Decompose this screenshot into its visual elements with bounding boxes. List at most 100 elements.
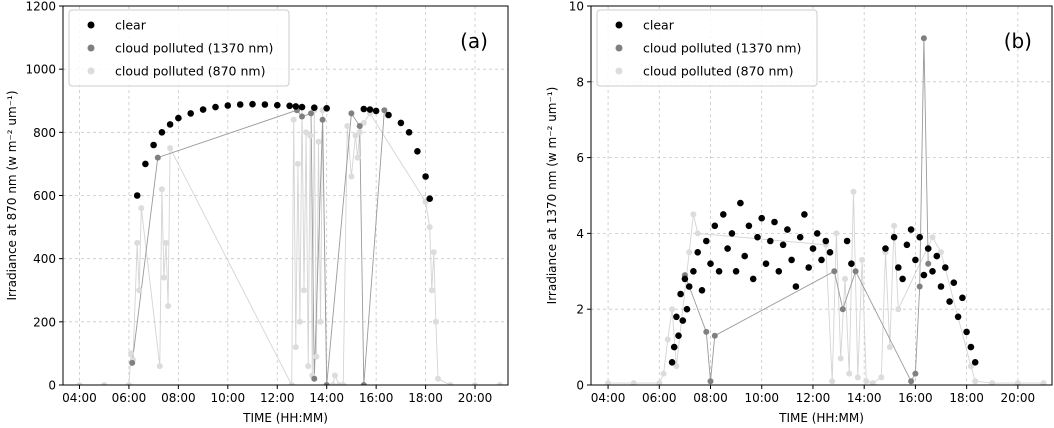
data-point: [323, 382, 330, 385]
x-tick-label: 16:00: [359, 391, 394, 405]
data-point: [356, 129, 363, 136]
data-point: [212, 103, 219, 111]
series-1: [131, 109, 385, 385]
data-point: [167, 145, 174, 152]
data-point: [912, 370, 919, 377]
data-point: [305, 363, 312, 370]
data-point: [813, 230, 821, 237]
data-point: [133, 192, 141, 199]
data-point: [163, 239, 169, 246]
data-point: [792, 283, 800, 290]
series-points-0: [133, 100, 434, 202]
data-point: [946, 298, 953, 305]
data-point: [707, 378, 714, 385]
data-point: [796, 233, 804, 241]
data-point: [925, 260, 932, 267]
data-point: [348, 173, 355, 180]
data-point: [426, 195, 434, 202]
data-point: [134, 239, 141, 246]
data-point: [929, 268, 936, 275]
data-point: [299, 113, 305, 120]
data-point: [668, 359, 676, 366]
data-point: [317, 318, 324, 325]
x-tick-label: 14:00: [309, 391, 344, 405]
data-point: [428, 287, 435, 294]
x-tick-label: 08:00: [693, 391, 728, 405]
data-point: [360, 119, 367, 126]
data-point: [303, 129, 310, 136]
data-point: [125, 382, 132, 385]
legend-box: [68, 9, 290, 87]
data-point: [274, 101, 281, 109]
data-point: [954, 313, 962, 321]
data-point: [669, 306, 676, 313]
y-axis-label: Irradiance at 1370 nm (w m⁻² um⁻¹): [545, 87, 559, 305]
data-point: [605, 380, 612, 385]
data-point: [842, 275, 848, 282]
data-point: [938, 249, 944, 256]
x-tick-label: 20:00: [1001, 391, 1036, 405]
data-point: [311, 104, 318, 111]
series-line: [684, 38, 929, 383]
data-point: [963, 328, 970, 336]
data-point: [920, 271, 928, 279]
data-point: [290, 116, 297, 123]
data-point: [890, 233, 898, 241]
data-point: [720, 211, 727, 218]
data-point: [920, 35, 927, 42]
data-point: [809, 245, 817, 252]
data-point: [101, 382, 108, 385]
data-point: [967, 363, 974, 370]
data-point: [886, 344, 893, 351]
data-point: [869, 380, 876, 385]
data-point: [683, 305, 691, 313]
data-point: [971, 359, 979, 366]
data-point: [311, 375, 318, 382]
data-point: [472, 382, 478, 385]
data-point: [846, 370, 853, 377]
data-point: [937, 283, 945, 290]
data-point: [354, 154, 361, 161]
data-point: [422, 173, 429, 180]
y-tick-label: 8: [576, 75, 584, 89]
data-point: [972, 378, 979, 385]
data-point: [882, 245, 889, 252]
y-tick-label: 600: [33, 189, 56, 203]
data-point: [224, 102, 232, 109]
data-point: [854, 374, 861, 381]
data-point: [435, 375, 441, 382]
data-point: [348, 110, 355, 117]
panel-label: (b): [1004, 29, 1032, 53]
data-point: [496, 382, 503, 385]
data-point: [236, 101, 244, 108]
data-point: [903, 241, 911, 249]
y-tick-label: 200: [33, 315, 56, 329]
data-point: [319, 116, 326, 123]
data-point: [848, 260, 855, 268]
data-point: [698, 287, 706, 294]
y-tick-label: 400: [33, 252, 56, 266]
series-points-0: [668, 199, 979, 366]
data-point: [447, 382, 454, 385]
x-tick-label: 18:00: [408, 391, 443, 405]
series-points-1: [129, 107, 388, 385]
x-tick-label: 06:00: [642, 391, 677, 405]
x-tick-label: 20:00: [458, 391, 493, 405]
series-points-1: [681, 35, 932, 385]
data-point: [323, 105, 331, 112]
data-point: [852, 268, 859, 275]
data-point: [967, 343, 975, 351]
data-point: [142, 160, 149, 168]
data-point: [989, 380, 996, 385]
data-point: [839, 306, 846, 313]
data-point: [959, 294, 966, 302]
data-point: [891, 222, 898, 229]
data-point: [426, 224, 433, 231]
data-point: [249, 100, 256, 108]
data-point: [175, 114, 182, 122]
data-point: [136, 287, 143, 294]
series-1: [684, 38, 929, 383]
data-point: [76, 382, 83, 385]
data-point: [340, 382, 347, 385]
